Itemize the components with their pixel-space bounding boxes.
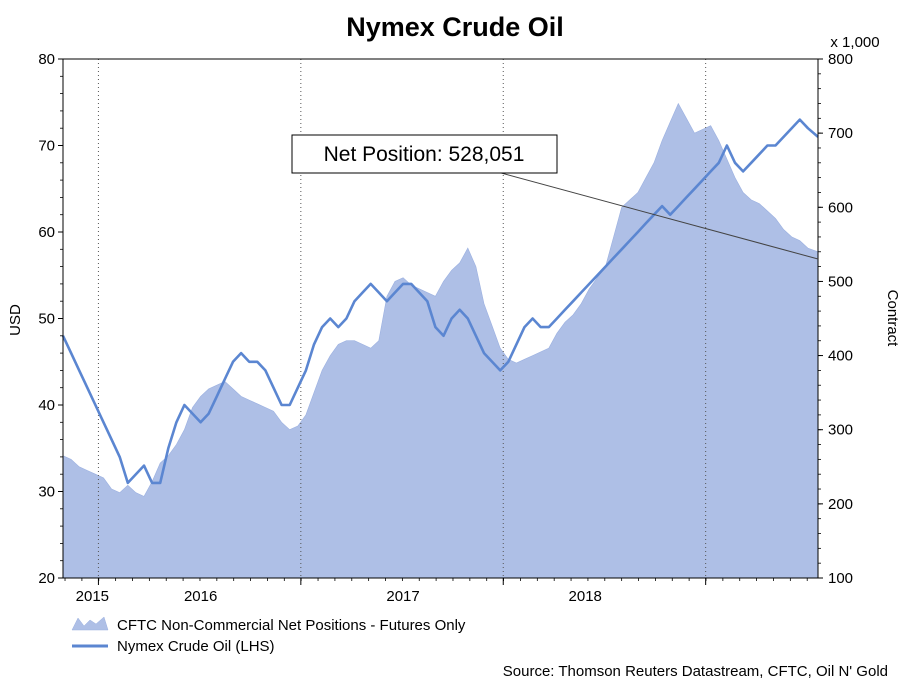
y-right-tick-label: 300 bbox=[828, 422, 853, 439]
legend-label-crude-oil: Nymex Crude Oil (LHS) bbox=[117, 638, 275, 655]
y-right-tick-label: 500 bbox=[828, 273, 853, 290]
legend-label-net-positions: CFTC Non-Commercial Net Positions - Futu… bbox=[117, 617, 466, 634]
x-tick-label: 2017 bbox=[386, 588, 419, 605]
legend-entry-crude-oil: Nymex Crude Oil (LHS) bbox=[72, 638, 275, 655]
y-right-multiplier: x 1,000 bbox=[830, 34, 879, 51]
y-left-tick-label: 50 bbox=[38, 311, 55, 328]
x-tick-label: 2015 bbox=[76, 588, 109, 605]
y-left-tick-label: 60 bbox=[38, 224, 55, 241]
y-right-tick-label: 400 bbox=[828, 348, 853, 365]
y-right-tick-label: 800 bbox=[828, 51, 853, 68]
y-right-tick-label: 700 bbox=[828, 125, 853, 142]
y-right-tick-label: 200 bbox=[828, 496, 853, 513]
legend: CFTC Non-Commercial Net Positions - Futu… bbox=[71, 616, 466, 655]
callout-leader-line bbox=[489, 169, 819, 260]
y-right-tick-label: 100 bbox=[828, 570, 853, 587]
callout-text: Net Position: 528,051 bbox=[324, 143, 525, 166]
plot-area: 80 70 60 50 40 30 20 800 700 600 500 400 300 200 100 20… bbox=[38, 51, 853, 605]
x-tick-label: 2018 bbox=[569, 588, 602, 605]
y-right-axis-label: Contract bbox=[884, 290, 901, 348]
chart-title: Nymex Crude Oil bbox=[346, 12, 564, 42]
net-position-callout: Net Position: 528,051 bbox=[291, 134, 819, 260]
y-left-tick-label: 20 bbox=[38, 570, 55, 587]
y-left-axis-label: USD bbox=[7, 304, 24, 336]
y-left-tick-label: 40 bbox=[38, 397, 55, 414]
y-left-tick-label: 70 bbox=[38, 138, 55, 155]
y-right-tick-label: 600 bbox=[828, 199, 853, 216]
x-tick-label: 2016 bbox=[184, 588, 217, 605]
series-area-net-positions bbox=[62, 102, 819, 579]
y-left-tick-label: 80 bbox=[38, 51, 55, 68]
series-line-crude-oil bbox=[61, 118, 819, 485]
callout-box bbox=[291, 134, 558, 174]
source-note: Source: Thomson Reuters Datastream, CFTC… bbox=[503, 663, 888, 680]
legend-entry-net-positions: CFTC Non-Commercial Net Positions - Futu… bbox=[71, 616, 466, 634]
legend-swatch-area bbox=[71, 616, 109, 631]
y-left-tick-label: 30 bbox=[38, 484, 55, 501]
